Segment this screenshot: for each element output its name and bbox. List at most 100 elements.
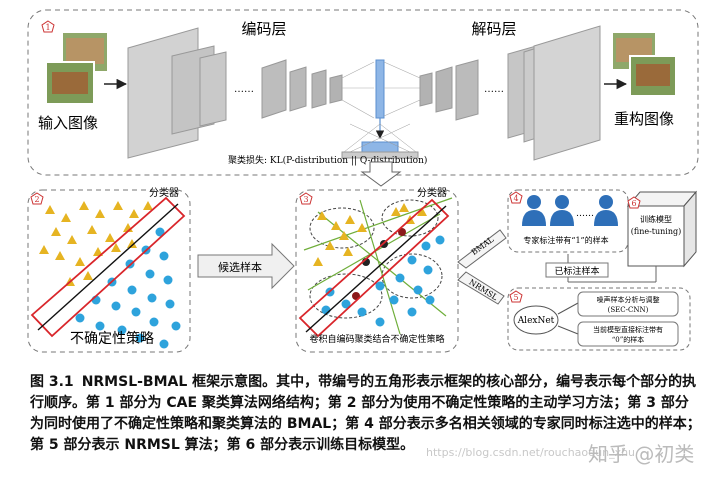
panel-3-classifier-label: 分类器 <box>417 186 447 199</box>
circle-sample <box>389 295 399 305</box>
panel-3-triangles <box>313 203 427 266</box>
output-label: 重构图像 <box>614 110 674 128</box>
output-images <box>611 31 677 97</box>
candidates-label: 候选样本 <box>218 260 262 274</box>
circle-sample <box>357 307 367 317</box>
triangle-sample <box>391 207 401 216</box>
circle-sample <box>155 227 165 237</box>
train-label-2: (fine-tuning) <box>631 227 682 236</box>
circle-sample <box>171 321 181 331</box>
triangle-sample <box>111 243 121 252</box>
circle-sample <box>159 339 169 349</box>
panel-4-marker: 4 <box>509 191 523 204</box>
circle-sample <box>127 285 137 295</box>
panel-5-marker: 5 <box>509 290 523 303</box>
down-arrow <box>360 161 402 187</box>
triangle-sample <box>113 201 123 210</box>
triangle-sample <box>45 205 55 214</box>
triangle-sample <box>75 257 85 266</box>
triangle-sample <box>39 245 49 254</box>
triangle-sample <box>129 209 139 218</box>
triangle-sample <box>55 251 65 260</box>
triangle-sample <box>95 209 105 218</box>
triangle-sample <box>417 207 427 216</box>
panel-3-circles <box>321 235 445 327</box>
decoder-label: 解码层 <box>471 20 516 38</box>
svg-text:4: 4 <box>513 194 518 203</box>
circle-sample <box>147 293 157 303</box>
input-label: 输入图像 <box>38 114 98 132</box>
expert-icons: …… <box>522 195 618 226</box>
clustering-loss-label: 聚类损失: KL(P-distribution || Q-distributio… <box>228 154 427 166</box>
encoder-dots: …… <box>234 84 254 95</box>
circle-sample <box>395 273 405 283</box>
panel-3-frame <box>295 189 459 353</box>
cluster-ellipses <box>309 199 443 319</box>
panel-2-uncertainty-band <box>30 196 186 338</box>
experts-label: 专家标注带有“1”的样本 <box>523 235 608 245</box>
alexnet-label: AlexNet <box>517 316 555 326</box>
triangle-sample <box>93 247 103 256</box>
panel-2-frame <box>27 189 191 353</box>
svg-text:3: 3 <box>303 195 308 204</box>
circle-sample <box>375 281 385 291</box>
labeled-samples-arrow: 已标注样本 <box>545 254 657 283</box>
circle-sample <box>375 317 385 327</box>
triangle-sample <box>331 221 341 230</box>
circle-sample <box>145 269 155 279</box>
triangle-sample <box>83 271 93 280</box>
triangle-sample <box>143 201 153 210</box>
circle-sample <box>95 321 105 331</box>
svg-text:1: 1 <box>45 23 50 32</box>
decoder-layers: …… <box>419 25 601 161</box>
panel-2-strategy-label: 不确定性策略 <box>70 330 154 347</box>
panel-2-triangles <box>39 201 153 286</box>
circle-sample <box>165 299 175 309</box>
panel-6-marker: 6 <box>627 196 641 209</box>
triangle-sample <box>51 227 61 236</box>
svg-text:2: 2 <box>34 195 39 204</box>
circle-sample <box>131 307 141 317</box>
noise-label-1: 噪声样本分析与调整 <box>597 295 660 304</box>
candidates-arrow: 候选样本 <box>197 242 295 290</box>
triangle-sample <box>313 257 323 266</box>
alexnet-node <box>513 305 559 335</box>
panel-3-bmal: 3 分类器 卷积自编码聚类结合不确定性策略 <box>295 186 459 353</box>
panel-3-marker: 3 <box>299 192 313 205</box>
svg-text:6: 6 <box>631 199 636 208</box>
circle-sample <box>407 307 417 317</box>
noise-label-2: (SEC-CNN) <box>608 306 649 314</box>
panel-1-marker: 1 <box>41 20 55 33</box>
svg-text:5: 5 <box>513 293 518 302</box>
panel-3-decision-line <box>305 205 447 333</box>
panel-1-frame <box>27 9 699 176</box>
split-arrows: BMAL NRMSL <box>457 229 507 305</box>
triangle-sample <box>325 241 335 250</box>
triangle-sample <box>61 213 71 222</box>
circle-sample <box>435 235 445 245</box>
circle-sample <box>413 285 423 295</box>
figure-caption: 图 3.1 NRMSL-BMAL 框架示意图。其中，带编号的五角形表示框架的核心部… <box>30 372 702 456</box>
circle-sample <box>117 325 127 335</box>
circle-sample <box>407 255 417 265</box>
panel-6-training: 6 训练模型 (fine-tuning) <box>626 190 698 268</box>
circle-sample <box>111 301 121 311</box>
watermark-logo: 知乎 @初类 <box>588 442 695 466</box>
triangle-sample <box>345 215 355 224</box>
triangle-sample <box>105 233 115 242</box>
bottleneck <box>341 59 421 159</box>
panel-5-nrmsl: 5 AlexNet 噪声样本分析与调整 (SEC-CNN) 当前模型直接标注带有… <box>507 287 691 351</box>
panel-2-classifier-label: 分类器 <box>149 186 179 199</box>
svg-text:……: …… <box>576 209 594 219</box>
triangle-sample <box>87 225 97 234</box>
decoder-dots: …… <box>484 84 504 95</box>
encoder-label: 编码层 <box>241 20 286 38</box>
panel-1-cae-network: 1 输入图像 …… 编码层 <box>27 9 699 176</box>
circle-sample <box>423 265 433 275</box>
current-label-1: 当前模型直接标注带有 <box>593 325 663 334</box>
circle-sample <box>421 241 431 251</box>
triangle-sample <box>79 201 89 210</box>
triangle-sample <box>343 247 353 256</box>
current-label-2: “0”的样本 <box>612 335 645 344</box>
